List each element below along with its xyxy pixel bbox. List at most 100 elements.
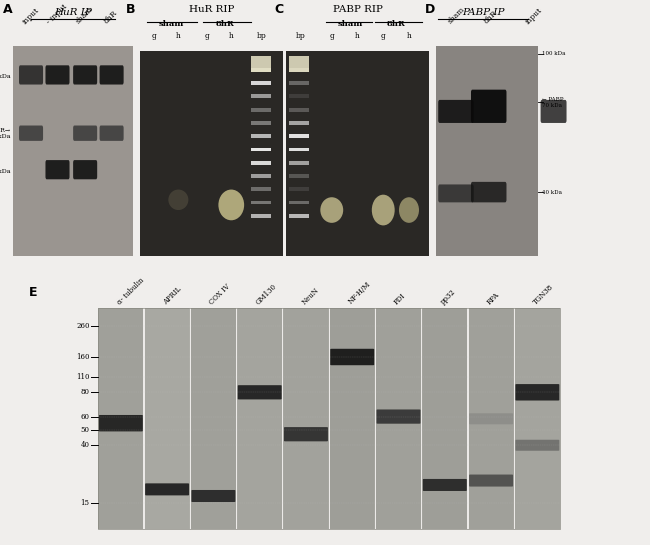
FancyBboxPatch shape (330, 308, 375, 529)
Text: HuR→
36 kDa: HuR→ 36 kDa (0, 128, 10, 138)
Text: 8hR: 8hR (102, 9, 119, 26)
Text: HuR IP: HuR IP (54, 8, 92, 17)
FancyBboxPatch shape (252, 134, 271, 138)
FancyBboxPatch shape (289, 148, 309, 152)
Text: α- tubulin: α- tubulin (115, 276, 145, 306)
FancyBboxPatch shape (252, 56, 271, 72)
Text: PABP RIP: PABP RIP (333, 5, 382, 14)
Text: h: h (406, 32, 411, 40)
FancyBboxPatch shape (289, 81, 309, 85)
Text: D: D (424, 3, 435, 16)
FancyBboxPatch shape (99, 65, 124, 84)
Text: 100 kDa: 100 kDa (542, 51, 566, 56)
Text: COX IV: COX IV (208, 282, 231, 306)
FancyBboxPatch shape (515, 384, 560, 401)
FancyBboxPatch shape (283, 308, 328, 529)
FancyBboxPatch shape (144, 308, 190, 529)
Text: 40: 40 (81, 441, 90, 449)
Text: g: g (381, 32, 385, 40)
FancyBboxPatch shape (140, 51, 283, 256)
Text: 80: 80 (81, 388, 90, 396)
FancyBboxPatch shape (13, 0, 133, 46)
FancyBboxPatch shape (252, 161, 271, 165)
Text: PABP IP: PABP IP (462, 8, 504, 17)
FancyBboxPatch shape (289, 108, 309, 112)
FancyBboxPatch shape (191, 308, 236, 529)
FancyBboxPatch shape (191, 490, 235, 502)
FancyBboxPatch shape (422, 479, 467, 491)
Ellipse shape (168, 190, 188, 210)
FancyBboxPatch shape (286, 0, 429, 51)
Text: GM130: GM130 (254, 282, 278, 306)
FancyBboxPatch shape (13, 46, 133, 256)
Text: input: input (21, 6, 41, 26)
FancyBboxPatch shape (237, 308, 282, 529)
FancyBboxPatch shape (73, 125, 98, 141)
Text: E: E (29, 286, 37, 299)
FancyBboxPatch shape (515, 308, 560, 529)
FancyBboxPatch shape (436, 0, 572, 46)
FancyBboxPatch shape (289, 68, 309, 72)
FancyBboxPatch shape (289, 161, 309, 165)
FancyBboxPatch shape (538, 46, 572, 256)
FancyBboxPatch shape (422, 308, 467, 529)
FancyBboxPatch shape (145, 483, 189, 495)
FancyBboxPatch shape (73, 65, 98, 84)
Text: A: A (3, 3, 13, 16)
Text: 8hR: 8hR (216, 21, 235, 28)
Text: 110: 110 (76, 373, 90, 381)
Text: h: h (176, 32, 181, 40)
Text: 30 kDa: 30 kDa (0, 169, 10, 174)
FancyBboxPatch shape (19, 125, 43, 141)
FancyBboxPatch shape (252, 187, 271, 191)
FancyBboxPatch shape (252, 94, 271, 98)
Text: APRIL: APRIL (161, 284, 183, 306)
Ellipse shape (218, 190, 244, 220)
FancyBboxPatch shape (140, 0, 283, 51)
FancyBboxPatch shape (469, 413, 513, 425)
FancyBboxPatch shape (541, 100, 567, 123)
FancyBboxPatch shape (376, 308, 421, 529)
Ellipse shape (399, 197, 419, 223)
Text: HuR RIP: HuR RIP (188, 5, 234, 14)
FancyBboxPatch shape (238, 385, 281, 399)
FancyBboxPatch shape (46, 160, 70, 179)
FancyBboxPatch shape (330, 349, 374, 365)
FancyBboxPatch shape (19, 65, 43, 84)
Text: bp: bp (295, 32, 306, 40)
FancyBboxPatch shape (515, 440, 560, 451)
Text: PDI: PDI (393, 291, 408, 306)
Text: 40 kDa: 40 kDa (542, 190, 562, 195)
FancyBboxPatch shape (252, 121, 271, 125)
Text: pp32: pp32 (439, 288, 458, 306)
Text: B: B (125, 3, 135, 16)
Text: input: input (524, 6, 543, 26)
Text: bp: bp (256, 32, 266, 40)
FancyBboxPatch shape (286, 51, 429, 256)
Text: h: h (229, 32, 234, 40)
Text: g: g (151, 32, 157, 40)
FancyBboxPatch shape (252, 108, 271, 112)
FancyBboxPatch shape (98, 308, 144, 529)
Text: g: g (330, 32, 334, 40)
Text: TGN38: TGN38 (532, 282, 555, 306)
FancyBboxPatch shape (376, 409, 421, 423)
FancyBboxPatch shape (252, 174, 271, 178)
FancyBboxPatch shape (438, 184, 474, 202)
Text: 260: 260 (76, 322, 90, 330)
FancyBboxPatch shape (469, 308, 514, 529)
Text: sham: sham (159, 21, 184, 28)
Text: h: h (355, 32, 360, 40)
FancyBboxPatch shape (99, 415, 143, 432)
Text: NeuN: NeuN (300, 286, 320, 306)
Text: sham: sham (74, 5, 94, 26)
FancyBboxPatch shape (99, 125, 124, 141)
Text: sham: sham (446, 5, 466, 26)
Text: ← PABP
70 kDa: ← PABP 70 kDa (542, 97, 564, 108)
Text: NF-H/M: NF-H/M (346, 280, 372, 306)
FancyBboxPatch shape (252, 148, 271, 152)
FancyBboxPatch shape (289, 134, 309, 138)
Text: C: C (274, 3, 283, 16)
FancyBboxPatch shape (438, 100, 474, 123)
Text: RPA: RPA (486, 290, 501, 306)
